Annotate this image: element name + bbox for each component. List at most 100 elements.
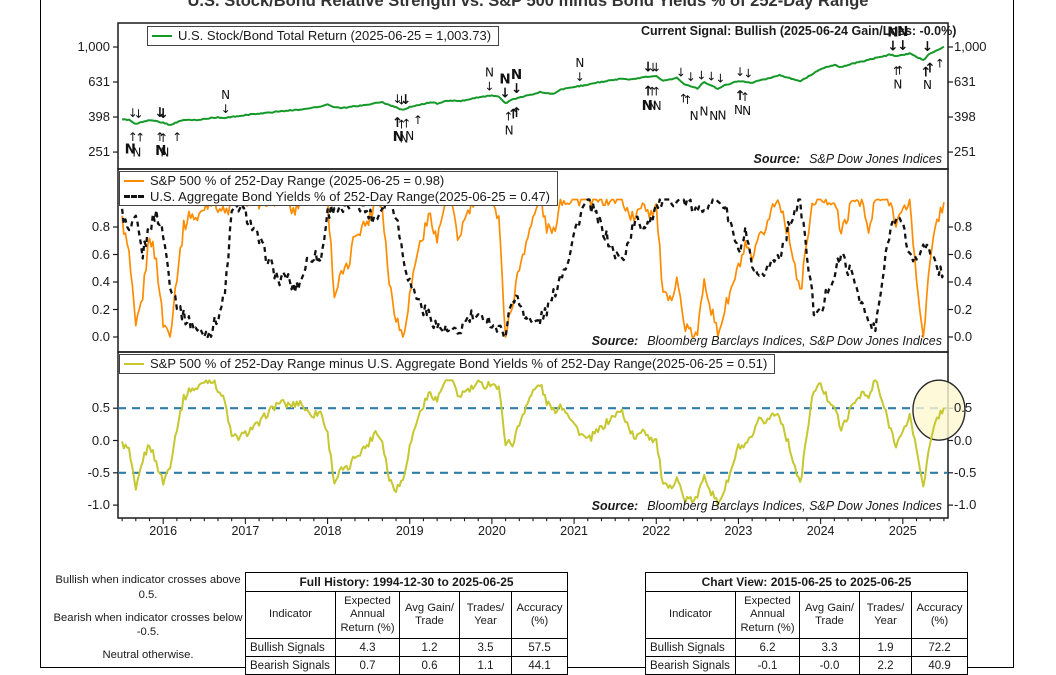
indicator-line-swatch (124, 362, 144, 365)
bearish-signal-arrow: ↓ (651, 60, 661, 74)
neutral-signal-marker: N (511, 67, 522, 83)
stat-value-cell: 0.7 (335, 656, 400, 675)
panel3-source-text: Bloomberg Barclays Indices, S&P Dow Jone… (647, 499, 942, 513)
panel3-legend: S&P 500 % of 252-Day Range minus U.S. Ag… (119, 354, 776, 374)
bearish-signal-arrow: ↓ (743, 66, 753, 80)
neutral-signal-marker: N (653, 99, 662, 113)
table-column-header: Trades/ Year (859, 591, 912, 639)
bearish-signal-arrow: ↓ (221, 102, 231, 116)
chart-view-stats-table: Chart View: 2015-06-25 to 2025-06-25 Indi… (644, 572, 969, 675)
x-tick-label: 2016 (149, 524, 178, 538)
neutral-signal-marker: N (709, 109, 718, 123)
neutral-signal-marker: N (485, 66, 494, 80)
neutral-signal-marker: N (399, 132, 408, 146)
y-tick-label: -1.0 (954, 497, 977, 513)
bullish-signal-arrow: ↑ (924, 61, 935, 77)
y-tick-label: 0.2 (91, 301, 110, 317)
neutral-signal-marker: N (690, 109, 699, 123)
y-tick-label: 0.4 (954, 274, 973, 289)
y-tick-label: -0.5 (954, 464, 977, 480)
y-tick-label: 631 (88, 73, 110, 89)
table-title: Full History: 1994-12-30 to 2025-06-25 (244, 572, 569, 592)
stat-value-cell: 1.9 (859, 638, 912, 657)
current-signal-text: Current Signal: Bullish (2025-06-24 Gain… (641, 24, 957, 38)
indicator-cell: Bearish Signals (245, 656, 336, 675)
neutral-signal-marker: N (132, 146, 141, 160)
bond-yields-line-swatch (124, 194, 144, 198)
panel1-legend: U.S. Stock/Bond Total Return (2025-06-25… (147, 26, 500, 46)
bearish-signal-arrow: ↓ (706, 70, 716, 84)
neutral-signal-marker: N (125, 142, 136, 158)
stat-value-cell: -0.1 (735, 656, 800, 675)
table-column-header: Trades/ Year (459, 591, 512, 639)
stat-value-cell: 40.9 (910, 656, 969, 675)
bearish-signal-arrow: ↓ (887, 38, 898, 54)
panel3-source: Source: Bloomberg Barclays Indices, S&P D… (592, 499, 942, 513)
stat-value-cell: -0.0 (799, 656, 860, 675)
bearish-signal-arrow: ↓ (648, 60, 658, 74)
table-row: Bearish Signals 0.7 0.6 1.1 44.1 (245, 656, 569, 675)
stat-value-cell: 72.2 (910, 638, 969, 657)
y-tick-label: 0.6 (91, 246, 110, 262)
neutral-signal-marker: N (648, 98, 657, 112)
bearish-signal-arrow: ↓ (575, 70, 585, 84)
bearish-signal-arrow: ↓ (715, 72, 725, 86)
indicator-cell: Bullish Signals (245, 638, 336, 657)
y-tick-label: -0.5 (87, 464, 110, 480)
x-tick-label: 2017 (231, 524, 260, 538)
panel3-source-label: Source: (591, 499, 639, 513)
table-row: Bearish Signals -0.1 -0.0 2.2 40.9 (645, 656, 969, 675)
panel2-source-label: Source: (591, 334, 639, 348)
bullish-signal-arrow: ↑ (935, 57, 945, 71)
table-column-header: Expected Annual Return (%) (335, 591, 400, 639)
current-value-highlight-circle (912, 379, 966, 441)
bearish-signal-arrow: ↓ (392, 92, 402, 106)
bearish-signal-arrow: ↓ (158, 106, 169, 122)
stat-value-cell: 3.3 (799, 638, 860, 657)
bullish-signal-arrow: ↑ (155, 130, 165, 144)
x-tick-label: 2025 (888, 524, 917, 538)
neutral-signal-marker: N (221, 88, 230, 102)
y-tick-label: 0.0 (954, 329, 973, 344)
bullish-signal-arrow: ↑ (894, 63, 904, 77)
bullish-signal-arrow: ↑ (503, 110, 513, 124)
bearish-signal-arrow: ↓ (735, 65, 745, 79)
bullish-signal-arrow: ↑ (396, 117, 406, 131)
panel2-source-text: Bloomberg Barclays Indices, S&P Dow Jone… (647, 334, 942, 348)
stat-value-cell: 1.2 (399, 638, 460, 657)
stock-bond-line-swatch (152, 34, 172, 37)
bearish-signal-arrow: ↓ (511, 81, 522, 97)
signal-markers: ↓↓↑↑NN↓↓↑↑NN↑N↓↓↓↓↑↑↑NNN↑N↓ N↓N↓↑↑↑NN↓↓↓↓… (125, 24, 945, 160)
bullish-signal-arrow: ↑ (740, 90, 750, 104)
stat-value-cell: 1.1 (459, 656, 512, 675)
panel1-source: Source: S&P Dow Jones Indices (754, 152, 942, 166)
neutral-signal-marker: N (699, 104, 708, 118)
bearish-signal-arrow: ↓ (922, 39, 933, 55)
stat-value-cell: 6.2 (735, 638, 800, 657)
panel2-legend1-label: S&P 500 % of 252-Day Range (2025-06-25 =… (150, 173, 445, 188)
neutral-signal-marker: N (897, 24, 908, 40)
bullish-rule-note: Bullish when indicator crosses above 0.5… (55, 574, 241, 601)
bullish-signal-arrow: ↑ (511, 105, 522, 121)
neutral-signal-marker: N (887, 24, 898, 40)
bullish-signal-arrow: ↑ (128, 130, 138, 144)
bearish-rule-note: Bearish when indicator crosses below -0.… (53, 611, 243, 639)
bearish-signal-arrow: ↓ (134, 107, 144, 121)
y-tick-label: 398 (954, 109, 976, 125)
indicator-cell: Bullish Signals (645, 638, 736, 657)
neutral-signal-marker: N (393, 129, 404, 145)
neutral-signal-marker: N (742, 104, 751, 118)
stat-value-cell: 44.1 (510, 656, 569, 675)
bearish-signal-arrow: ↓ (499, 86, 510, 102)
bullish-signal-arrow: ↑ (158, 131, 168, 145)
bullish-signal-arrow: ↑ (891, 64, 901, 78)
neutral-signal-marker: N (893, 78, 902, 92)
neutral-signal-marker: N (505, 123, 514, 137)
chart-title: U.S. Stock/Bond Relative Strength vs. S&… (187, 0, 869, 10)
bullish-signal-arrow: ↑ (508, 106, 519, 122)
neutral-signal-marker: N (575, 56, 584, 70)
bullish-signal-arrow: ↑ (642, 84, 653, 100)
neutral-signal-marker: N (734, 103, 743, 117)
panel1-legend-label: U.S. Stock/Bond Total Return (2025-06-25… (178, 28, 492, 43)
bearish-signal-arrow: ↓ (128, 106, 138, 120)
